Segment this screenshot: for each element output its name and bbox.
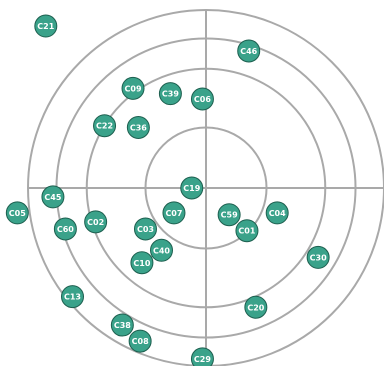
- blip-label: C10: [133, 259, 150, 268]
- blip-label: C13: [64, 293, 81, 302]
- blip-label: C60: [57, 225, 74, 234]
- blip-c02[interactable]: C02: [84, 210, 108, 234]
- blip-marker[interactable]: [53, 217, 77, 241]
- blip-marker[interactable]: [5, 201, 29, 225]
- blip-label: C29: [194, 355, 211, 364]
- blip-marker[interactable]: [126, 115, 150, 139]
- blip-label: C06: [194, 95, 211, 104]
- blip-c09[interactable]: C09: [121, 76, 145, 100]
- blip-c46[interactable]: C46: [237, 39, 261, 63]
- blip-c06[interactable]: C06: [190, 87, 214, 111]
- blip-marker[interactable]: [34, 14, 58, 38]
- blip-c45[interactable]: C45: [41, 185, 65, 209]
- blip-label: C46: [240, 47, 257, 56]
- blip-c13[interactable]: C13: [61, 285, 84, 309]
- blip-c59[interactable]: C59: [217, 203, 241, 227]
- blip-label: C38: [114, 321, 131, 330]
- blip-c22[interactable]: C22: [93, 114, 117, 138]
- blip-label: C09: [125, 84, 142, 93]
- blip-marker[interactable]: [41, 185, 65, 209]
- blip-label: C02: [87, 218, 104, 227]
- blip-c20[interactable]: C20: [244, 295, 268, 319]
- blip-marker[interactable]: [265, 201, 289, 225]
- blip-label: C39: [162, 90, 179, 99]
- radar-blips: C21 C46 C09 C39 C06 C22 C36 C19 C05 C45 C60 C02 C07 C…: [5, 14, 330, 366]
- blip-c01[interactable]: C01: [235, 219, 259, 243]
- blip-c29[interactable]: C29: [190, 347, 214, 366]
- blip-label: C45: [44, 193, 61, 202]
- blip-marker[interactable]: [158, 82, 182, 106]
- blip-marker[interactable]: [121, 76, 145, 100]
- blip-marker[interactable]: [190, 347, 214, 366]
- blip-label: C36: [130, 123, 147, 132]
- blip-label: C05: [9, 209, 26, 218]
- blip-marker[interactable]: [162, 201, 186, 225]
- blip-c10[interactable]: C10: [130, 251, 154, 275]
- radar-axes: [28, 10, 384, 366]
- blip-label: C01: [238, 227, 255, 236]
- blip-marker[interactable]: [235, 219, 259, 243]
- blip-label: C21: [37, 22, 54, 31]
- blip-marker[interactable]: [217, 203, 241, 227]
- blip-c60[interactable]: C60: [53, 217, 77, 241]
- blip-c38[interactable]: C38: [110, 313, 134, 337]
- blip-c03[interactable]: C03: [133, 217, 157, 241]
- blip-c39[interactable]: C39: [158, 82, 182, 106]
- blip-marker[interactable]: [110, 313, 134, 337]
- blip-label: C59: [221, 211, 238, 220]
- blip-c08[interactable]: C08: [128, 329, 152, 353]
- blip-marker[interactable]: [133, 217, 157, 241]
- blip-label: C08: [132, 337, 149, 346]
- blip-marker[interactable]: [180, 176, 204, 200]
- blip-marker[interactable]: [130, 251, 154, 275]
- blip-c30[interactable]: C30: [306, 245, 330, 269]
- blip-c05[interactable]: C05: [5, 201, 29, 225]
- blip-label: C07: [165, 209, 182, 218]
- blip-marker[interactable]: [150, 238, 173, 262]
- blip-marker[interactable]: [61, 285, 84, 309]
- blip-c21[interactable]: C21: [34, 14, 58, 38]
- blip-label: C03: [137, 225, 154, 234]
- blip-c19[interactable]: C19: [180, 176, 204, 200]
- blip-c36[interactable]: C36: [126, 115, 150, 139]
- blip-label: C40: [153, 246, 170, 255]
- blip-label: C22: [96, 122, 113, 131]
- blip-label: C30: [310, 253, 327, 262]
- blip-c40[interactable]: C40: [150, 238, 173, 262]
- blip-marker[interactable]: [84, 210, 108, 234]
- blip-marker[interactable]: [237, 39, 261, 63]
- blip-marker[interactable]: [93, 114, 117, 138]
- blip-marker[interactable]: [190, 87, 214, 111]
- blip-c04[interactable]: C04: [265, 201, 289, 225]
- blip-marker[interactable]: [128, 329, 152, 353]
- blip-marker[interactable]: [306, 245, 330, 269]
- blip-label: C19: [183, 184, 200, 193]
- blip-label: C20: [247, 303, 264, 312]
- blip-marker[interactable]: [244, 295, 268, 319]
- blip-c07[interactable]: C07: [162, 201, 186, 225]
- blip-label: C04: [269, 209, 286, 218]
